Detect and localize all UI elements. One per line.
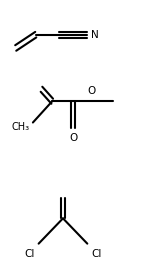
Text: O: O	[87, 86, 96, 96]
Text: O: O	[69, 133, 77, 143]
Text: Cl: Cl	[24, 249, 34, 259]
Text: Cl: Cl	[92, 249, 102, 259]
Text: CH₃: CH₃	[11, 122, 29, 132]
Text: N: N	[91, 30, 99, 40]
